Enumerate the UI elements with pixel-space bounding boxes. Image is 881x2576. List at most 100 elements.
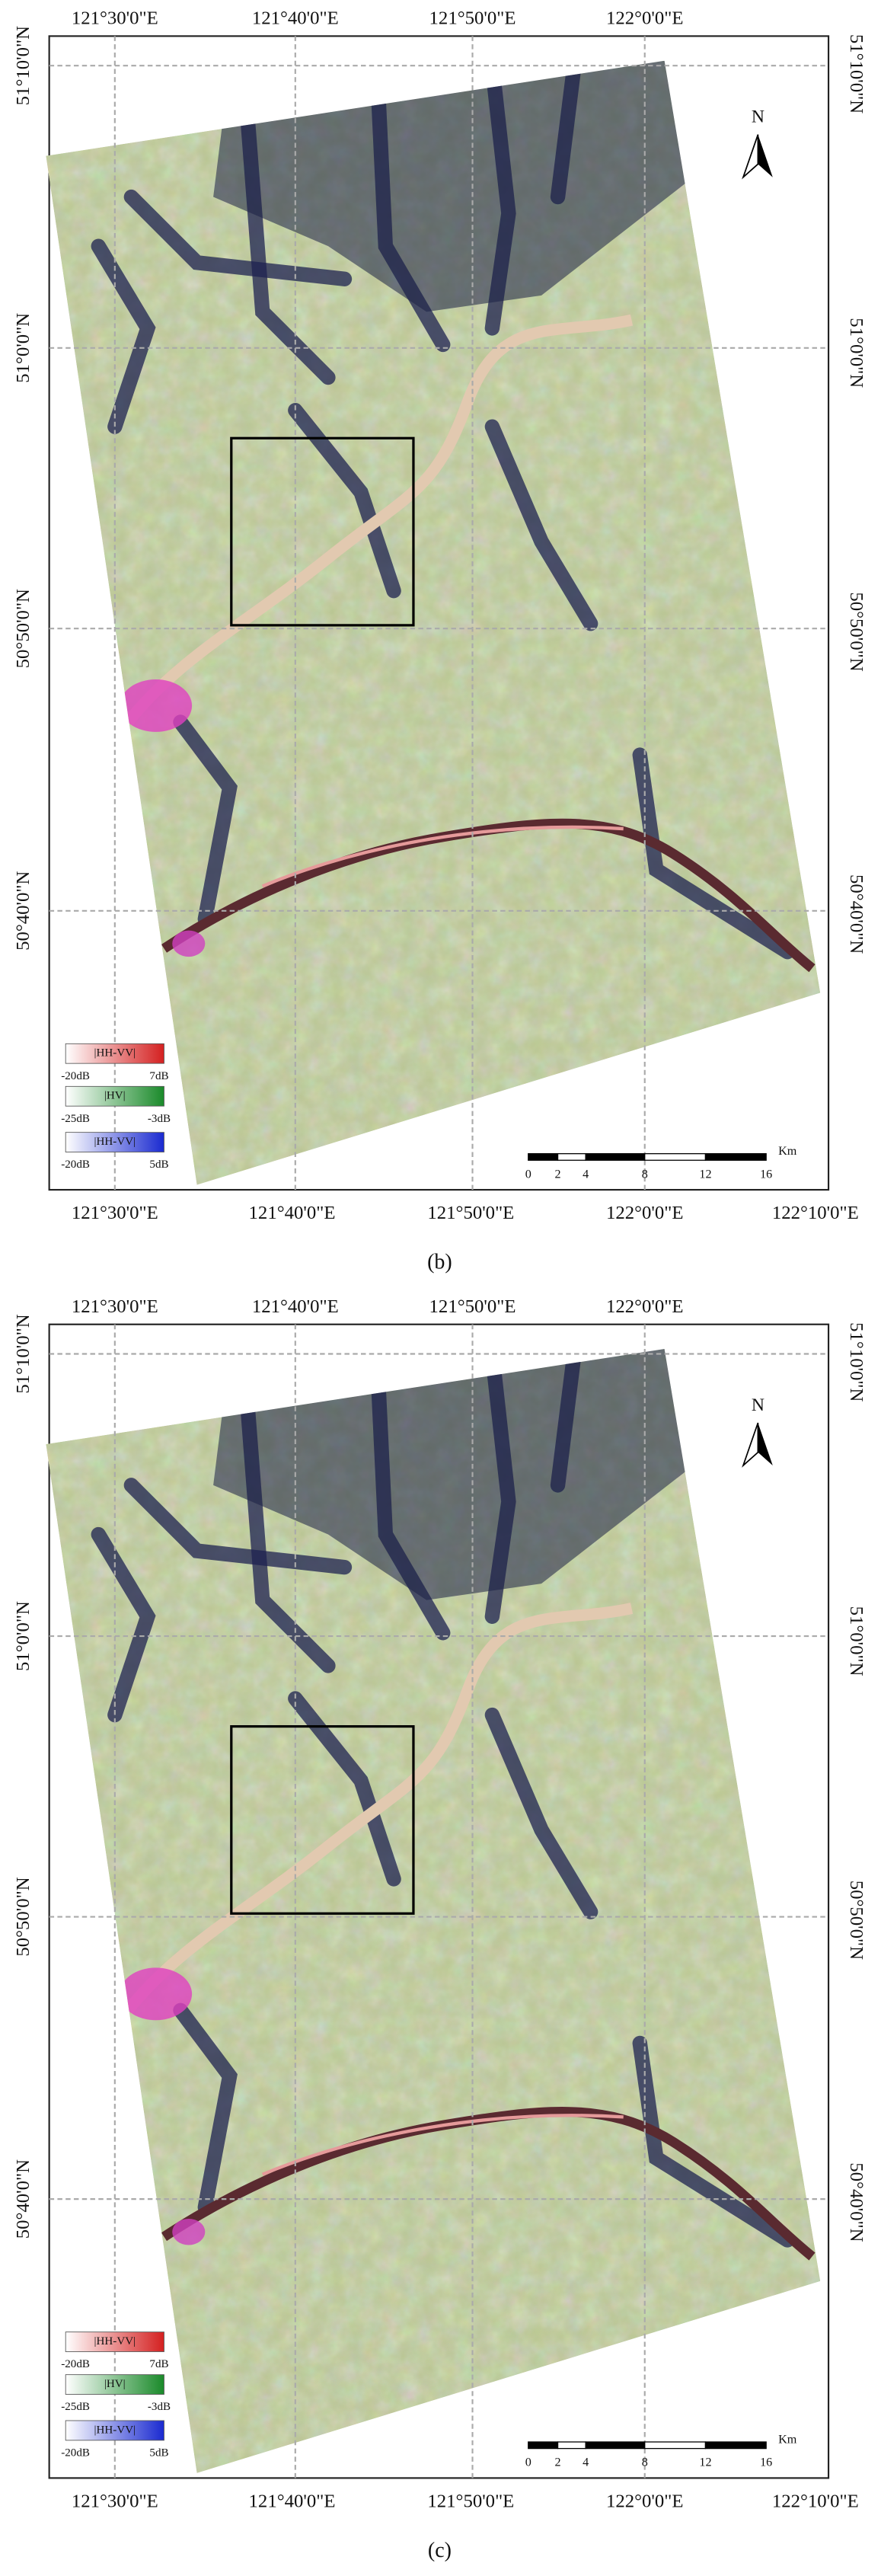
scale-segment — [585, 1153, 646, 1161]
longitude-label: 122°0'0"E — [606, 8, 684, 29]
longitude-label: 122°10'0"E — [772, 2491, 859, 2511]
scale-unit: Km — [778, 1145, 797, 1158]
valley — [123, 189, 353, 286]
longitude-label: 122°0'0"E — [606, 2491, 684, 2511]
scale-segment — [528, 2441, 559, 2450]
map-frame — [48, 1323, 830, 2479]
legend-min: -25dB — [61, 1113, 90, 1125]
valley — [484, 419, 599, 631]
latitude-label: 51°10'0"N — [846, 1322, 867, 1401]
legend-title: |HV| — [104, 1090, 126, 1102]
longitude-label: 122°0'0"E — [606, 1296, 684, 1317]
latitude-label: 51°10'0"N — [13, 26, 34, 105]
scale-tick: 4 — [583, 2456, 589, 2469]
dark-region — [213, 60, 689, 312]
scale-unit: Km — [778, 2434, 797, 2447]
legend-title: |HH-VV| — [94, 2335, 136, 2347]
study-box — [230, 1724, 415, 1915]
scale-tick: 0 — [525, 2456, 531, 2469]
valley — [91, 238, 156, 434]
scale-segment — [585, 2441, 646, 2450]
legend-ramp — [65, 2332, 164, 2352]
scale-tick: 16 — [760, 1168, 772, 1181]
longitude-label: 121°40'0"E — [249, 1203, 336, 1223]
latitude-label: 50°40'0"N — [846, 874, 867, 954]
legend-max: -3dB — [148, 1113, 171, 1125]
legend-ramp — [65, 1043, 164, 1064]
river-highlight — [261, 825, 624, 888]
latitude-label: 50°50'0"N — [846, 1881, 867, 1960]
latitude-label: 51°0'0"N — [13, 313, 34, 383]
north-label: N — [752, 1395, 764, 1415]
wetland — [172, 930, 206, 957]
latitude-label: 51°0'0"N — [846, 318, 867, 388]
legend-min: -20dB — [61, 2358, 90, 2370]
legend-title: |HH-VV| — [94, 1047, 136, 1059]
north-arrow — [742, 134, 759, 180]
caption: (b) — [427, 1250, 452, 1274]
map-frame — [48, 35, 830, 1191]
wetland — [120, 1967, 193, 2021]
scale-tick: 0 — [525, 1168, 531, 1181]
wetland — [172, 2218, 206, 2245]
legend-ramp — [65, 2374, 164, 2395]
valley — [484, 1707, 599, 1919]
legend-ramp — [65, 2420, 164, 2441]
legend-min: -20dB — [61, 1070, 90, 1082]
legend-title: |HH-VV| — [94, 2424, 136, 2436]
legend-min: -25dB — [61, 2401, 90, 2413]
dark-region — [213, 1349, 689, 1600]
latitude-label: 50°50'0"N — [846, 592, 867, 671]
latitude-label: 50°40'0"N — [846, 2162, 867, 2242]
scale-tick: 16 — [760, 2456, 772, 2469]
latitude-label: 51°10'0"N — [846, 34, 867, 113]
longitude-label: 121°50'0"E — [427, 2491, 514, 2511]
scale-tick: 4 — [583, 1168, 589, 1181]
valley — [91, 1526, 156, 1723]
legend-min: -20dB — [61, 2447, 90, 2459]
scale-tick: 12 — [699, 1168, 711, 1181]
north-arrow — [742, 1422, 759, 1468]
longitude-label: 122°10'0"E — [772, 1203, 859, 1223]
scale-tick: 8 — [642, 2456, 648, 2469]
caption: (c) — [428, 2539, 452, 2562]
scale-segment — [704, 1153, 767, 1161]
river — [161, 818, 816, 973]
longitude-label: 121°30'0"E — [72, 2491, 158, 2511]
north-arrow — [758, 1423, 773, 1466]
legend-max: 5dB — [149, 2447, 168, 2459]
valley — [173, 2002, 238, 2215]
north-label: N — [752, 107, 764, 127]
wetland — [120, 679, 193, 732]
latitude-label: 50°40'0"N — [13, 2159, 34, 2239]
valley — [123, 1478, 353, 1575]
scale-tick: 2 — [555, 1168, 561, 1181]
legend-title: |HV| — [104, 2378, 126, 2390]
scale-segment — [644, 1153, 707, 1161]
longitude-label: 121°30'0"E — [72, 1203, 158, 1223]
scale-segment — [704, 2441, 767, 2450]
scale-segment — [528, 1153, 559, 1161]
longitude-label: 121°40'0"E — [249, 2491, 336, 2511]
longitude-label: 121°40'0"E — [252, 8, 339, 29]
river — [161, 2107, 816, 2261]
sar-image — [46, 1349, 821, 2473]
longitude-label: 121°50'0"E — [427, 1203, 514, 1223]
longitude-label: 121°50'0"E — [429, 8, 516, 29]
latitude-label: 51°0'0"N — [846, 1606, 867, 1676]
scale-tick: 8 — [642, 1168, 648, 1181]
longitude-label: 122°0'0"E — [606, 1203, 684, 1223]
longitude-label: 121°40'0"E — [252, 1296, 339, 1317]
river-highlight — [261, 2114, 624, 2176]
study-box — [230, 436, 415, 627]
latitude-label: 50°40'0"N — [13, 871, 34, 951]
longitude-label: 121°30'0"E — [72, 1296, 158, 1317]
scale-tick: 12 — [699, 2456, 711, 2469]
scale-segment — [557, 1153, 586, 1161]
longitude-label: 121°30'0"E — [72, 8, 158, 29]
sar-image — [46, 60, 821, 1185]
scale-segment — [644, 2441, 707, 2450]
north-arrow — [758, 134, 773, 177]
scale-tick: 2 — [555, 2456, 561, 2469]
